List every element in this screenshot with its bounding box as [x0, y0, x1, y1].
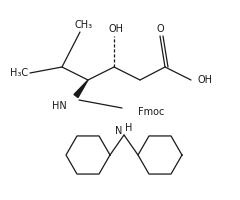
Text: Fmoc: Fmoc	[138, 107, 164, 117]
Polygon shape	[74, 80, 88, 98]
Text: HN: HN	[52, 101, 67, 111]
Text: H: H	[125, 123, 132, 133]
Text: H₃C: H₃C	[10, 68, 28, 78]
Text: OH: OH	[197, 75, 212, 85]
Text: O: O	[156, 24, 164, 34]
Text: CH₃: CH₃	[75, 20, 93, 30]
Text: N: N	[115, 126, 122, 136]
Text: OH: OH	[108, 24, 124, 34]
